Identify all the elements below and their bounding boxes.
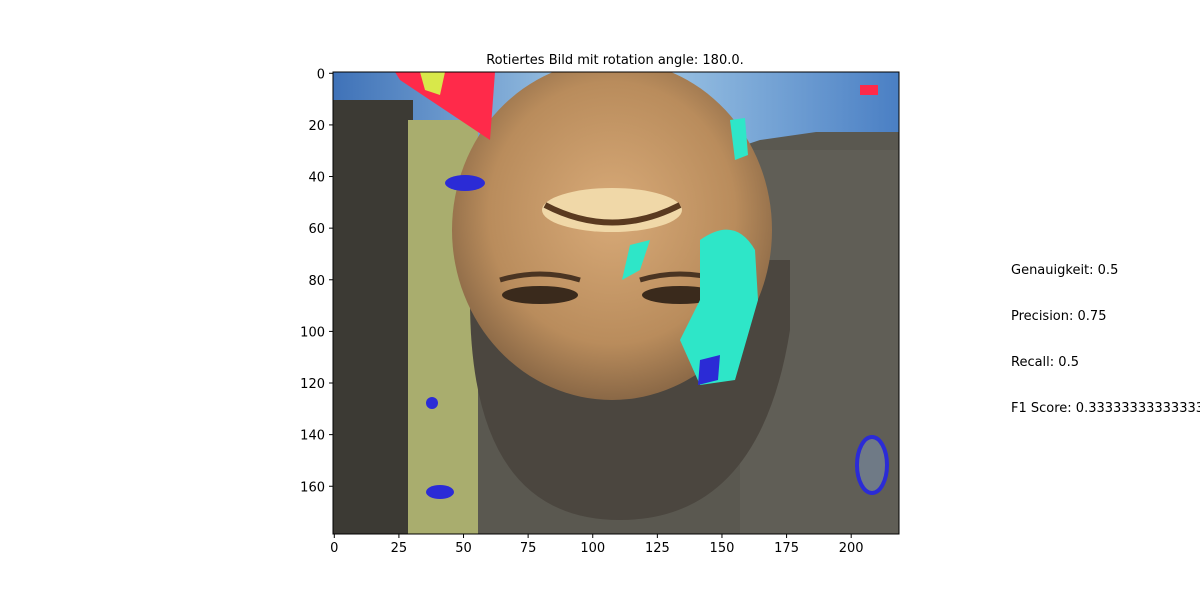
- y-tick-label: 0: [317, 67, 325, 82]
- eye-right: [642, 286, 718, 304]
- y-tick-label: 140: [300, 429, 325, 444]
- x-tick-label: 125: [645, 541, 670, 556]
- f1-score-text: F1 Score: 0.3333333333333333: [1011, 401, 1200, 416]
- y-tick-label: 80: [308, 274, 325, 289]
- x-axis: 0 25 50 75 100 125 150 175 200: [330, 534, 864, 556]
- recall-text: Recall: 0.5: [1011, 355, 1079, 370]
- y-tick-label: 160: [300, 480, 325, 495]
- y-tick-label: 60: [308, 222, 325, 237]
- image-content: [333, 72, 899, 534]
- artifact-red: [395, 72, 495, 140]
- y-tick-label: 120: [300, 377, 325, 392]
- precision-text: Precision: 0.75: [1011, 309, 1107, 324]
- y-axis: 0 20 40 60 80 100 120 140 160: [300, 67, 333, 495]
- axes-frame: [332, 71, 900, 535]
- artifact-blue: [698, 355, 720, 385]
- x-tick-label: 50: [455, 541, 472, 556]
- x-tick-label: 150: [710, 541, 735, 556]
- x-tick-label: 25: [391, 541, 408, 556]
- accuracy-text: Genauigkeit: 0.5: [1011, 263, 1119, 278]
- artifact-cyan: [680, 229, 758, 385]
- x-tick-label: 0: [330, 541, 338, 556]
- y-tick-label: 20: [308, 119, 325, 134]
- dark-tree-left: [333, 100, 413, 534]
- x-tick-label: 200: [839, 541, 864, 556]
- x-tick-label: 75: [520, 541, 537, 556]
- y-tick-label: 40: [308, 171, 325, 186]
- x-tick-label: 100: [580, 541, 605, 556]
- eye-left: [502, 286, 578, 304]
- metrics-panel: Genauigkeit: 0.5 Precision: 0.75 Recall:…: [1011, 248, 1200, 432]
- y-tick-label: 100: [300, 325, 325, 340]
- x-tick-label: 175: [774, 541, 799, 556]
- chart-title: Rotiertes Bild mit rotation angle: 180.0…: [486, 53, 744, 68]
